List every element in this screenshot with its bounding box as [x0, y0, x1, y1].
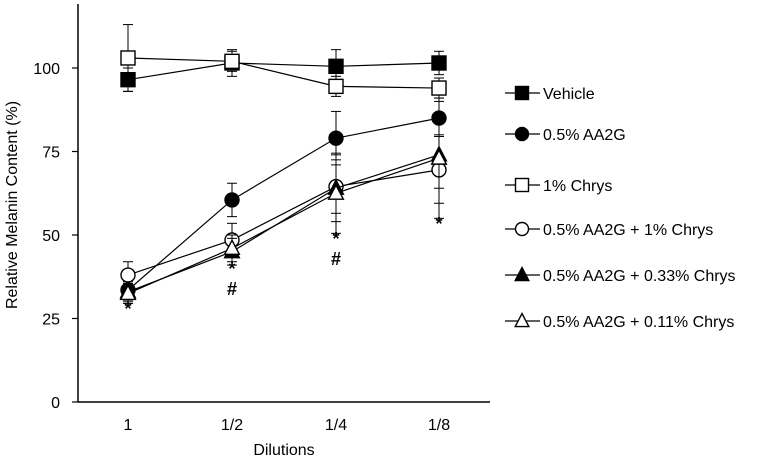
legend-label: 0.5% AA2G + 0.33% Chrys: [543, 268, 736, 285]
data-point: [224, 53, 240, 70]
legend-item: 0.5% AA2G + 0.11% Chrys: [505, 312, 734, 331]
legend-item: 0.5% AA2G + 0.33% Chrys: [505, 266, 736, 285]
y-tick-label: 50: [42, 228, 60, 245]
legend-label: Vehicle: [543, 86, 595, 103]
y-axis-label: Relative Melanin Content (%): [4, 101, 21, 309]
x-axis-label: Dilutions: [253, 442, 314, 458]
data-point: [120, 50, 136, 66]
series-layer: [119, 24, 448, 304]
data-point: [328, 58, 344, 75]
significance-mark: #: [227, 279, 237, 299]
y-tick-label: 25: [42, 312, 60, 329]
x-tick-label: 1/4: [325, 417, 347, 434]
legend-marker: [514, 126, 530, 142]
data-point: [328, 78, 344, 95]
legend-item: 1% Chrys: [505, 177, 612, 195]
significance-annotations: **#*#*: [124, 214, 442, 319]
y-axis-ticks: 0 25 50 75 100: [33, 61, 78, 412]
legend-label: 1% Chrys: [543, 178, 612, 195]
series-line: [127, 157, 440, 295]
x-axis-ticks: 1 1/2 1/4 1/8: [124, 417, 451, 434]
series-line: [127, 117, 440, 291]
legend-marker: [514, 221, 530, 237]
legend-item: Vehicle: [505, 85, 595, 103]
legend-item: 0.5% AA2G: [505, 126, 626, 144]
legend-marker: [514, 312, 530, 328]
legend-label: 0.5% AA2G + 1% Chrys: [543, 222, 713, 239]
data-point: [120, 267, 136, 283]
legend-label: 0.5% AA2G: [543, 127, 626, 144]
legend-marker: [514, 85, 530, 101]
significance-mark: *: [332, 229, 339, 249]
legend: Vehicle 0.5% AA2G 1% Chrys 0.5% AA2G + 1% C…: [505, 85, 736, 331]
series-3: [120, 24, 447, 99]
x-tick-label: 1: [124, 417, 133, 434]
legend-label: 0.5% AA2G + 0.11% Chrys: [543, 314, 734, 331]
data-point: [431, 80, 447, 96]
data-point: [327, 183, 345, 200]
series-line: [127, 62, 440, 81]
significance-mark: #: [331, 249, 341, 269]
series-2: [120, 100, 447, 301]
series-line: [127, 57, 440, 89]
y-tick-label: 100: [33, 61, 60, 78]
legend-marker: [514, 266, 530, 282]
data-point: [119, 283, 137, 301]
data-point: [430, 148, 448, 165]
significance-mark: *: [435, 214, 442, 234]
data-point: [224, 192, 240, 208]
legend-marker: [514, 177, 530, 193]
x-tick-label: 1/8: [428, 417, 450, 434]
series-4: [120, 135, 447, 289]
data-point: [328, 130, 344, 146]
series-5: [119, 120, 448, 303]
axes: [77, 4, 490, 403]
y-tick-label: 75: [42, 145, 60, 162]
x-tick-label: 1/2: [221, 417, 243, 434]
legend-item: 0.5% AA2G + 1% Chrys: [505, 221, 713, 239]
significance-mark: *: [124, 299, 131, 319]
data-point: [223, 238, 241, 256]
significance-mark: *: [228, 259, 235, 279]
data-point: [431, 55, 447, 71]
series-6: [119, 97, 448, 304]
y-tick-label: 0: [51, 395, 60, 412]
series-1: [120, 49, 447, 92]
series-line: [127, 169, 440, 276]
series-line: [127, 154, 440, 293]
